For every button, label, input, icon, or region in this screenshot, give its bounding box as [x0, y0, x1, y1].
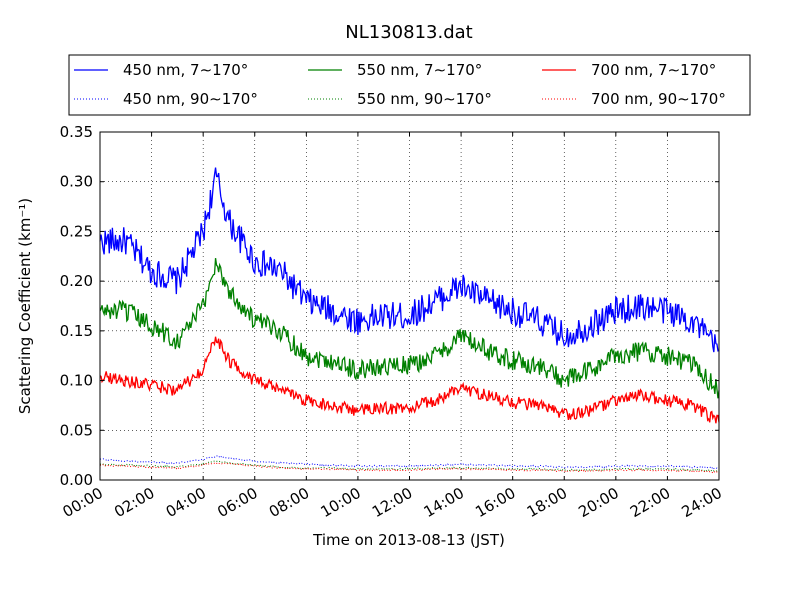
- series-line-450nm-solid: [99, 167, 720, 353]
- x-tick-label: 08:00: [266, 484, 312, 521]
- y-tick-label: 0.05: [60, 421, 93, 439]
- x-axis-label: Time on 2013-08-13 (JST): [312, 531, 505, 549]
- x-tick-label: 20:00: [575, 484, 621, 521]
- legend-label: 450 nm, 90∼170°: [123, 90, 258, 108]
- legend-label: 700 nm, 90∼170°: [591, 90, 726, 108]
- y-tick-label: 0.10: [60, 372, 93, 390]
- series-layer: [99, 167, 720, 474]
- x-tick-label: 24:00: [679, 484, 725, 521]
- series-line-700nm-solid: [99, 336, 720, 424]
- x-tick-label: 04:00: [163, 484, 209, 521]
- series-line-450nm-dotted: [99, 454, 720, 470]
- y-tick-label: 0.20: [60, 272, 93, 290]
- chart-title: NL130813.dat: [345, 22, 472, 43]
- legend-label: 550 nm, 7∼170°: [357, 61, 482, 79]
- x-tick-label: 22:00: [627, 484, 673, 521]
- y-tick-label: 0.25: [60, 222, 93, 240]
- y-tick-label: 0.30: [60, 173, 93, 191]
- legend-box: [68, 54, 751, 116]
- series-line-550nm-solid: [99, 258, 720, 399]
- x-tick-label: 06:00: [214, 484, 260, 521]
- x-tick-label: 12:00: [369, 484, 415, 521]
- y-tick-labels: 0.00 0.05 0.10 0.15 0.20 0.25 0.30 0.35: [60, 123, 93, 489]
- legend-label: 550 nm, 90∼170°: [357, 90, 492, 108]
- series-line-550nm-dotted: [100, 460, 720, 473]
- legend-label: 450 nm, 7∼170°: [123, 61, 248, 79]
- x-tick-label: 10:00: [317, 484, 363, 521]
- legend-label: 700 nm, 7∼170°: [591, 61, 716, 79]
- grid-lines: [100, 132, 719, 480]
- x-tick-labels: 00:00 02:00 04:00 06:00 08:00 10:00 12:00 14:00…: [60, 484, 725, 521]
- x-tick-label: 14:00: [421, 484, 467, 521]
- y-tick-label: 0.15: [60, 322, 93, 340]
- x-tick-label: 02:00: [111, 484, 157, 521]
- axis-ticks: [99, 131, 720, 481]
- y-axis-label: Scattering Coefficient (km⁻¹): [16, 198, 34, 414]
- x-tick-label: 00:00: [60, 484, 106, 521]
- x-tick-label: 16:00: [472, 484, 518, 521]
- legend: 450 nm, 7∼170° 550 nm, 7∼170° 700 nm, 7∼17…: [68, 54, 751, 116]
- x-tick-label: 18:00: [524, 484, 570, 521]
- y-tick-label: 0.35: [60, 123, 93, 141]
- y-tick-label: 0.00: [60, 471, 93, 489]
